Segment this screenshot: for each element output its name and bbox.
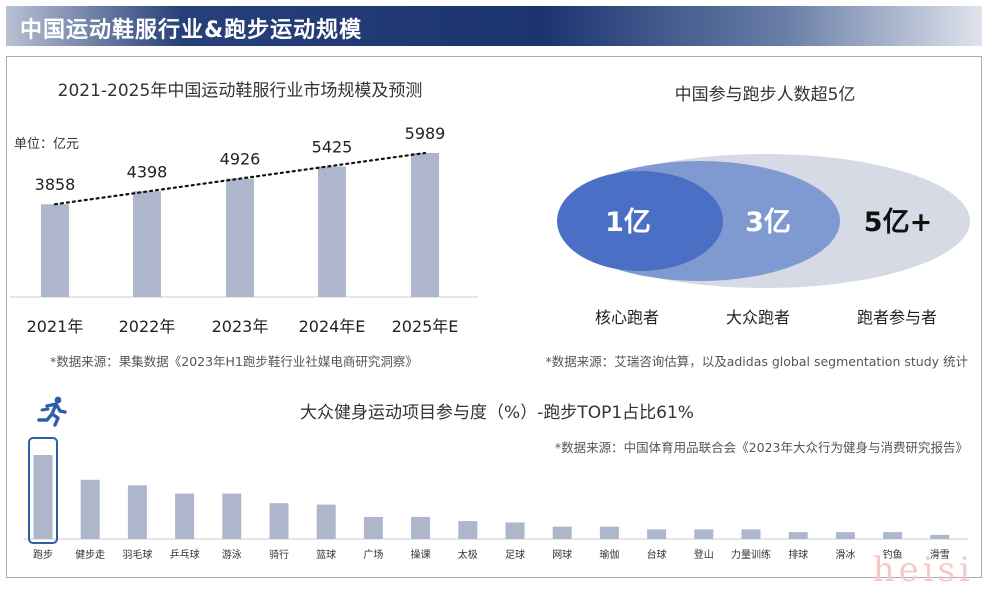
participation-category-label: 钓鱼 xyxy=(883,548,903,561)
market-category-label: 2022年 xyxy=(119,317,176,336)
market-chart-source: *数据来源：果集数据《2023年H1跑步鞋行业社媒电商研究洞察》 xyxy=(50,354,418,369)
market-category-label: 2024年E xyxy=(299,317,366,336)
market-bar xyxy=(41,204,69,297)
participation-bar xyxy=(552,526,572,539)
market-chart-title: 2021-2025年中国运动鞋服行业市场规模及预测 xyxy=(58,81,423,101)
content-panel xyxy=(6,56,982,578)
runners-source: *数据来源：艾瑞咨询估算，以及adidas global segmentatio… xyxy=(545,354,968,369)
participation-category-label: 篮球 xyxy=(316,548,336,561)
participation-category-label: 乒乓球 xyxy=(170,548,200,561)
participation-bar xyxy=(316,504,336,539)
participation-bar xyxy=(127,485,147,539)
market-bar xyxy=(318,166,346,297)
page-title: 中国运动鞋服行业&跑步运动规模 xyxy=(20,18,363,43)
participation-bar xyxy=(835,532,855,539)
participation-category-label: 广场 xyxy=(363,548,383,561)
participation-category-label: 羽毛球 xyxy=(122,548,152,561)
core-runners-label: 核心跑者 xyxy=(595,308,659,327)
participation-bar xyxy=(788,532,808,539)
market-bar-value-label: 5425 xyxy=(312,138,353,157)
participation-bar xyxy=(458,521,478,539)
participation-category-label: 网球 xyxy=(552,548,572,561)
market-bar xyxy=(133,191,161,297)
top1-highlight-box xyxy=(28,437,58,544)
market-bar-value-label: 3858 xyxy=(35,175,76,194)
participation-category-label: 登山 xyxy=(694,548,714,561)
participation-category-label: 健步走 xyxy=(75,549,105,561)
participation-bar xyxy=(269,503,289,539)
market-bar xyxy=(226,178,254,297)
participation-bar xyxy=(694,529,714,539)
mass-runners-value: 3亿 xyxy=(745,207,791,238)
participation-bar xyxy=(505,522,525,539)
market-bar-value-label: 4926 xyxy=(220,150,261,169)
core-runners-value: 1亿 xyxy=(605,207,651,238)
participation-bar xyxy=(33,455,53,539)
market-chart-unit: 单位：亿元 xyxy=(14,137,79,152)
participation-bar xyxy=(363,516,383,539)
header-banner: 中国运动鞋服行业&跑步运动规模 xyxy=(6,6,982,46)
market-category-label: 2025年E xyxy=(392,317,459,336)
participation-category-label: 力量训练 xyxy=(731,548,771,561)
market-trend-line xyxy=(53,151,427,206)
total-runners-value: 5亿+ xyxy=(864,207,932,238)
market-bar-value-label: 4398 xyxy=(127,162,168,181)
participation-chart-title: 大众健身运动项目参与度（%）-跑步TOP1占比61% xyxy=(300,403,694,423)
participation-bar xyxy=(930,534,950,539)
participation-category-label: 台球 xyxy=(647,548,667,561)
participation-bar xyxy=(411,516,431,539)
running-person-icon xyxy=(37,396,67,427)
core-runners-ellipse xyxy=(557,171,723,271)
mass-runners-label: 大众跑者 xyxy=(726,308,790,327)
participation-bar xyxy=(599,526,619,539)
participation-bar xyxy=(80,479,100,539)
participation-bar xyxy=(741,529,761,539)
participation-bar xyxy=(222,493,242,539)
market-bar xyxy=(411,153,439,297)
participation-category-label: 游泳 xyxy=(222,548,242,561)
participation-bar xyxy=(647,529,667,539)
runners-title: 中国参与跑步人数超5亿 xyxy=(675,85,856,105)
participation-category-label: 滑雪 xyxy=(930,549,950,561)
participation-bar xyxy=(175,493,195,539)
participation-chart-source: *数据来源：中国体育用品联合会《2023年大众行为健身与消费研究报告》 xyxy=(555,440,968,455)
participation-category-label: 操课 xyxy=(411,548,431,561)
participation-category-label: 瑜伽 xyxy=(599,548,619,561)
watermark: heisi xyxy=(872,550,974,590)
participation-category-label: 足球 xyxy=(505,548,525,561)
market-bar-value-label: 5989 xyxy=(405,124,446,143)
participation-category-label: 排球 xyxy=(788,548,808,561)
participation-bar xyxy=(883,532,903,539)
participation-category-label: 骑行 xyxy=(269,548,289,561)
participation-category-label: 滑冰 xyxy=(835,548,855,561)
market-category-label: 2021年 xyxy=(27,317,84,336)
market-category-label: 2023年 xyxy=(212,317,269,336)
participation-category-label: 太极 xyxy=(458,548,478,561)
participation-category-label: 跑步 xyxy=(33,548,53,561)
total-runners-label: 跑者参与者 xyxy=(857,308,937,327)
